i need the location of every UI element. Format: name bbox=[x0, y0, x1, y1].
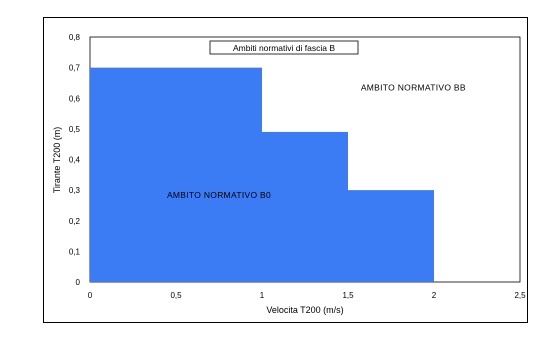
x-tick-label: 1,5 bbox=[342, 291, 354, 300]
region-label: AMBITO NORMATIVO B0 bbox=[167, 190, 271, 200]
y-tick-label: 0,2 bbox=[69, 217, 81, 226]
y-axis-ticks: 0 0,1 0,2 0,3 0,4 0,5 0,6 0,7 0,8 bbox=[69, 33, 81, 287]
x-axis-ticks: 0 0,5 1 1,5 2 2,5 bbox=[88, 291, 526, 300]
y-tick-label: 0,5 bbox=[69, 125, 81, 134]
area-step-2 bbox=[262, 132, 348, 282]
y-tick-label: 0 bbox=[76, 278, 81, 287]
y-tick-label: 0,7 bbox=[69, 64, 81, 73]
x-tick-label: 1 bbox=[260, 291, 265, 300]
y-tick-label: 0,1 bbox=[69, 247, 81, 256]
y-tick-label: 0,6 bbox=[69, 94, 81, 103]
y-axis-label: Tirante T200 (m) bbox=[52, 127, 62, 194]
x-axis-label: Velocita T200 (m/s) bbox=[266, 305, 343, 315]
y-tick-label: 0,3 bbox=[69, 186, 81, 195]
plot-area bbox=[90, 37, 520, 282]
region-label: AMBITO NORMATIVO BB bbox=[361, 83, 466, 93]
y-tick-label: 0,8 bbox=[69, 33, 81, 42]
x-tick-label: 2,5 bbox=[514, 291, 526, 300]
y-tick-label: 0,4 bbox=[69, 156, 81, 165]
x-tick-label: 0,5 bbox=[170, 291, 182, 300]
area-step-3 bbox=[348, 190, 434, 282]
area-step-1 bbox=[90, 68, 262, 282]
x-tick-label: 0 bbox=[88, 291, 93, 300]
chart-title: Ambiti normativi di fascia B bbox=[233, 43, 335, 53]
x-tick-label: 2 bbox=[432, 291, 437, 300]
